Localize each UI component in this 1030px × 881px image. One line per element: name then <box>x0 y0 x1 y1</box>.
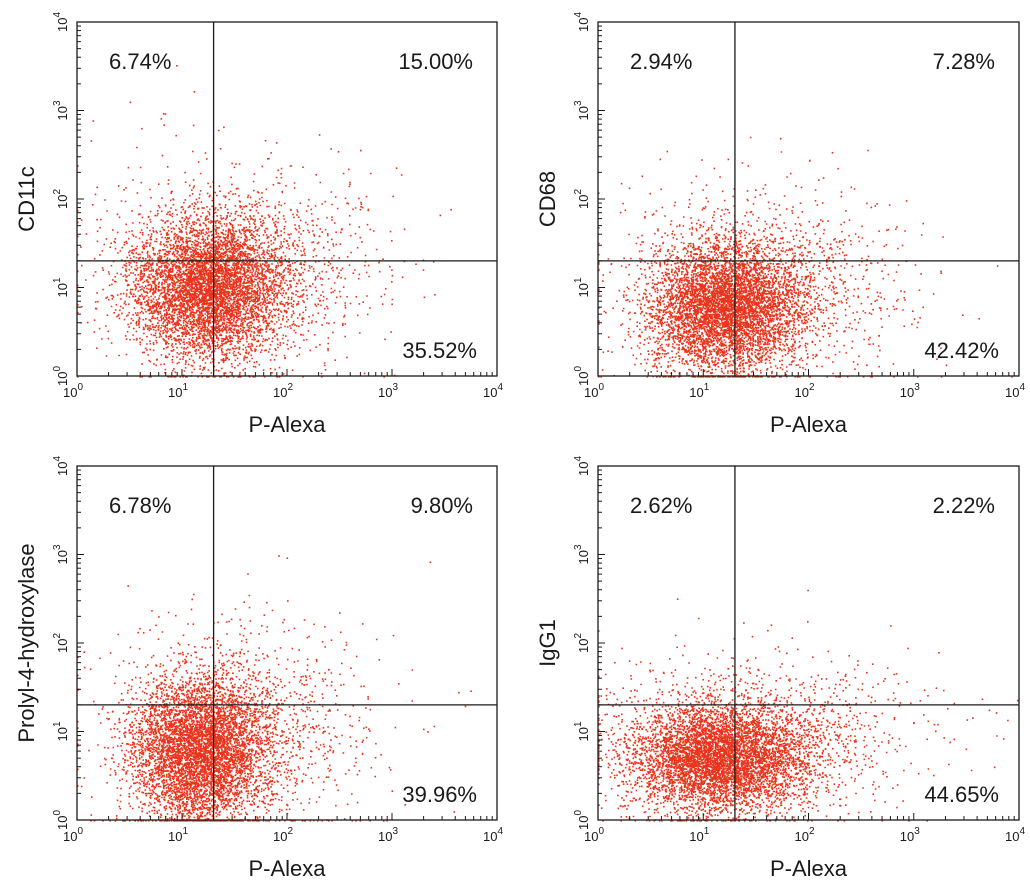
quadrant-upper-left-percent: 6.74% <box>109 49 171 74</box>
quadrant-upper-right-percent: 2.22% <box>933 493 995 518</box>
quadrant-upper-left-percent: 2.62% <box>630 493 692 518</box>
y-tick-label: 101 <box>573 721 591 741</box>
y-tick-label: 101 <box>573 277 591 297</box>
x-tick-label: 103 <box>900 382 920 400</box>
x-tick-label: 104 <box>483 382 503 400</box>
x-tick-label: 101 <box>689 826 709 844</box>
x-tick-label: 100 <box>584 382 604 400</box>
x-tick-label: 100 <box>584 826 604 844</box>
y-tick-label: 104 <box>573 456 591 476</box>
x-tick-label: 101 <box>689 382 709 400</box>
y-tick-label: 103 <box>52 544 70 564</box>
y-tick-label: 102 <box>573 189 591 209</box>
y-tick-label: 103 <box>573 544 591 564</box>
panel-2: 100 101 102 103 104 100 101 102 103 104 2.94% 7.28%… <box>535 12 1025 437</box>
x-tick-label: 103 <box>378 382 398 400</box>
scatter-points <box>77 65 452 378</box>
y-tick-label: 104 <box>573 12 591 32</box>
x-tick-label: 103 <box>900 826 920 844</box>
plot-frame <box>76 21 498 377</box>
x-tick-label: 104 <box>1005 826 1025 844</box>
y-tick-label: 100 <box>52 366 70 386</box>
quadrant-lower-right-percent: 39.96% <box>402 782 477 807</box>
quadrant-upper-right-percent: 7.28% <box>933 49 995 74</box>
x-tick-label: 102 <box>273 826 293 844</box>
quadrant-upper-right-percent: 9.80% <box>411 493 473 518</box>
x-tick-label: 104 <box>483 826 503 844</box>
plot-frame <box>76 465 498 821</box>
x-axis-label: P-Alexa <box>248 412 326 437</box>
x-tick-label: 100 <box>63 382 83 400</box>
x-tick-label: 102 <box>273 382 293 400</box>
scatter-points <box>77 555 472 822</box>
panel-1: 100 101 102 103 104 100 101 102 103 104 6.74% 15.00… <box>14 12 503 437</box>
y-tick-label: 102 <box>52 633 70 653</box>
quadrant-lower-right-percent: 44.65% <box>924 782 999 807</box>
x-axis-label: P-Alexa <box>770 856 848 881</box>
y-axis-label: CD68 <box>535 171 560 227</box>
y-tick-label: 102 <box>52 189 70 209</box>
y-tick-label: 103 <box>573 100 591 120</box>
y-tick-label: 100 <box>573 366 591 386</box>
y-tick-label: 102 <box>573 633 591 653</box>
x-axis-label: P-Alexa <box>770 412 848 437</box>
y-tick-label: 100 <box>52 810 70 830</box>
x-tick-label: 100 <box>63 826 83 844</box>
x-tick-label: 101 <box>168 382 188 400</box>
y-tick-label: 104 <box>52 12 70 32</box>
x-tick-label: 103 <box>378 826 398 844</box>
panel-4: 100 101 102 103 104 100 101 102 103 104 2.62% 2.22%… <box>535 456 1025 881</box>
quadrant-upper-right-percent: 15.00% <box>398 49 473 74</box>
y-axis-label: CD11c <box>14 166 39 232</box>
quadrant-lower-right-percent: 42.42% <box>924 338 999 363</box>
x-axis-label: P-Alexa <box>248 856 326 881</box>
quadrant-upper-left-percent: 6.78% <box>109 493 171 518</box>
x-tick-label: 101 <box>168 826 188 844</box>
x-tick-label: 104 <box>1005 382 1025 400</box>
panel-3: 100 101 102 103 104 100 101 102 103 104 6.78% 9.80%… <box>14 456 503 881</box>
quadrant-lower-right-percent: 35.52% <box>402 338 477 363</box>
y-tick-label: 103 <box>52 100 70 120</box>
y-axis-label: IgG1 <box>535 619 560 667</box>
plot-frame <box>597 465 1020 821</box>
quadrant-upper-left-percent: 2.94% <box>630 49 692 74</box>
y-tick-label: 100 <box>573 810 591 830</box>
scatter-points <box>598 589 1019 822</box>
x-tick-label: 102 <box>794 382 814 400</box>
x-tick-label: 102 <box>794 826 814 844</box>
y-axis-label: Prolyl-4-hydroxylase <box>14 543 39 742</box>
y-tick-label: 101 <box>52 721 70 741</box>
scatter-points <box>598 136 1013 378</box>
y-tick-label: 104 <box>52 456 70 476</box>
y-tick-label: 101 <box>52 277 70 297</box>
